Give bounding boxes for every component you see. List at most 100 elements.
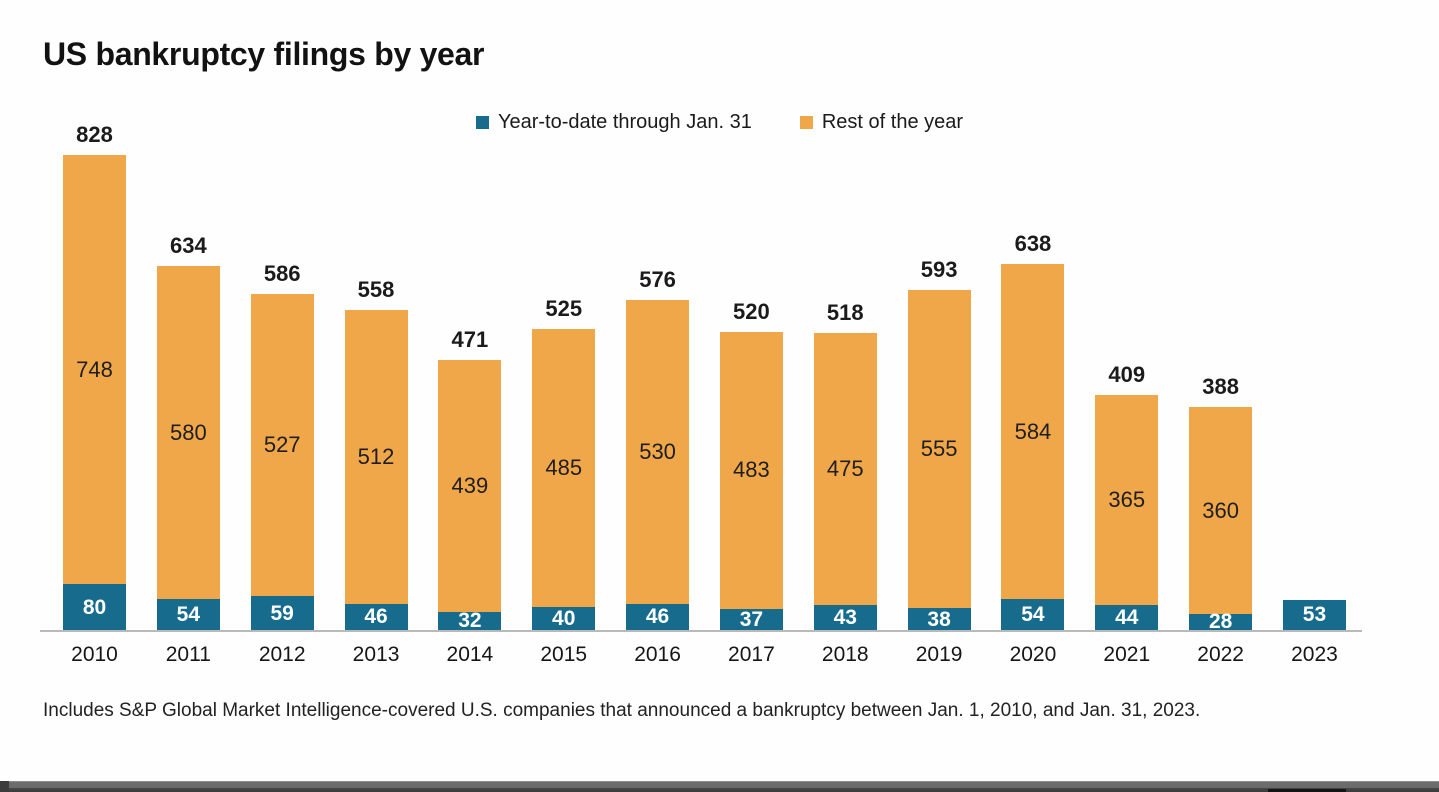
bar-2016-rest-label: 530 <box>639 438 676 464</box>
bar-2021: 409 365 44 2021 <box>1095 364 1159 665</box>
legend-item-rest: Rest of the year <box>799 111 963 134</box>
bar-2019-rest-segment: 555 <box>907 289 971 609</box>
x-tick-2019: 2019 <box>915 643 963 666</box>
bar-2017-rest-segment: 483 <box>719 331 783 609</box>
bar-2010-rest-label: 748 <box>76 356 113 382</box>
bar-2020-rest-segment: 584 <box>1001 264 1065 599</box>
bar-2014-rest-label: 439 <box>451 472 489 498</box>
x-tick-2012: 2012 <box>258 643 306 666</box>
bar-2018: 518 475 43 2018 <box>813 301 877 665</box>
bar-2012-rest-segment: 527 <box>250 293 314 597</box>
bar-2022: 388 360 28 2022 <box>1189 376 1253 665</box>
bar-2021-rest-label: 365 <box>1108 487 1146 513</box>
bar-2011-ytd-segment: 54 <box>156 599 220 630</box>
bar-2019: 593 555 38 2019 <box>907 258 971 665</box>
bar-2017-ytd-segment: 37 <box>719 607 783 631</box>
bar-2017-ytd-label: 37 <box>739 607 764 631</box>
bar-2016-rest-segment: 530 <box>626 299 690 604</box>
x-tick-2021: 2021 <box>1103 643 1151 666</box>
bar-2020: 638 584 54 2020 <box>1001 233 1065 665</box>
bar-2015-ytd-segment: 40 <box>532 607 596 631</box>
bar-2014-ytd-label: 32 <box>458 609 482 633</box>
bar-2018-rest-label: 475 <box>826 456 864 482</box>
bar-2014-rest-segment: 439 <box>438 359 502 612</box>
bar-2018-rest-segment: 475 <box>813 332 877 606</box>
bars-container: 828 748 80 2010 634 580 54 2011 586 527 59 2012 558 5… <box>63 124 1346 665</box>
bar-2017: 520 483 37 2017 <box>719 300 783 665</box>
x-tick-2022: 2022 <box>1197 643 1244 666</box>
bottom-bar-artifact <box>1268 789 1346 792</box>
bottom-bar-artifact <box>0 781 9 792</box>
bar-2022-ytd-label: 28 <box>1208 610 1233 634</box>
legend-item-ytd: Year-to-date through Jan. 31 <box>475 111 752 134</box>
x-tick-2014: 2014 <box>446 643 494 666</box>
x-tick-2010: 2010 <box>71 643 118 666</box>
bar-2020-total-label: 638 <box>1014 231 1052 256</box>
bar-2019-ytd-label: 38 <box>927 607 951 631</box>
bar-2013-rest-segment: 512 <box>344 309 408 604</box>
bar-2021-ytd-segment: 44 <box>1095 604 1159 630</box>
bar-2012-ytd-label: 59 <box>270 601 294 625</box>
x-tick-2020: 2020 <box>1009 643 1057 666</box>
legend-swatch-ytd-icon <box>475 116 489 129</box>
bar-2011-rest-segment: 580 <box>156 266 220 599</box>
bar-2013-ytd-segment: 46 <box>344 603 408 630</box>
bar-2022-ytd-segment: 28 <box>1189 610 1253 634</box>
bar-2013-total-label: 558 <box>357 276 395 302</box>
bar-2018-ytd-segment: 43 <box>813 605 877 630</box>
bar-2011: 634 580 54 2011 <box>156 235 220 665</box>
legend: Year-to-date through Jan. 31 Rest of the… <box>0 111 1439 134</box>
bar-2016-ytd-label: 46 <box>645 605 670 629</box>
bar-2011-total-label: 634 <box>169 233 207 259</box>
bar-2012-ytd-segment: 59 <box>250 596 314 630</box>
bar-2010-total-label: 828 <box>76 122 113 148</box>
bar-2015: 525 485 40 2015 <box>532 297 596 665</box>
bar-2010: 828 748 80 2010 <box>63 124 126 665</box>
bar-2019-rest-label: 555 <box>920 436 958 461</box>
bar-2015-rest-label: 485 <box>545 455 583 481</box>
bar-2016-ytd-segment: 46 <box>626 603 690 630</box>
bar-2016: 576 530 46 2016 <box>626 268 690 665</box>
bar-2013-rest-label: 512 <box>357 443 395 469</box>
chart-plot-area: 828 748 80 2010 634 580 54 2011 586 527 59 2012 558 5… <box>40 124 1362 665</box>
bar-2019-ytd-segment: 38 <box>907 607 971 631</box>
chart-title: US bankruptcy filings by year <box>43 36 485 72</box>
legend-swatch-rest-icon <box>799 116 813 129</box>
bar-2012-total-label: 586 <box>263 260 301 286</box>
x-tick-2023: 2023 <box>1291 643 1338 666</box>
x-tick-2018: 2018 <box>821 643 869 666</box>
footnote: Includes S&P Global Market Intelligence-… <box>43 700 1201 721</box>
bar-2022-rest-label: 360 <box>1202 497 1239 523</box>
bar-2015-rest-segment: 485 <box>532 328 596 608</box>
bar-2018-ytd-label: 43 <box>833 606 857 630</box>
x-tick-2011: 2011 <box>165 643 211 666</box>
bar-2020-ytd-label: 54 <box>1021 603 1045 626</box>
bar-2020-rest-label: 584 <box>1014 418 1052 444</box>
bar-2011-ytd-label: 54 <box>176 603 201 626</box>
x-tick-2013: 2013 <box>352 643 400 666</box>
bar-2010-ytd-segment: 80 <box>63 584 126 630</box>
bar-2020-ytd-segment: 54 <box>1001 599 1065 630</box>
bottom-bar <box>0 781 1439 792</box>
x-tick-2016: 2016 <box>634 643 681 666</box>
bar-2014: 471 439 32 2014 <box>438 328 502 665</box>
bar-2021-total-label: 409 <box>1108 362 1146 388</box>
bar-2023-ytd-label: 53 <box>1302 603 1327 627</box>
bar-2011-rest-label: 580 <box>169 419 207 445</box>
bar-2022-total-label: 388 <box>1202 374 1239 400</box>
bar-2017-rest-label: 483 <box>733 457 770 483</box>
bar-2016-total-label: 576 <box>639 266 676 292</box>
bar-2018-total-label: 518 <box>826 299 864 325</box>
bar-2014-total-label: 471 <box>451 326 489 352</box>
bar-2015-total-label: 525 <box>545 295 583 321</box>
x-tick-2017: 2017 <box>728 643 775 666</box>
bar-2017-total-label: 520 <box>733 298 770 324</box>
bar-2010-rest-segment: 748 <box>63 155 126 585</box>
bar-2022-rest-segment: 360 <box>1189 407 1253 614</box>
bar-2012: 586 527 59 2012 <box>250 262 314 665</box>
bar-2012-rest-label: 527 <box>263 432 301 458</box>
bar-2014-ytd-segment: 32 <box>438 609 502 633</box>
bar-2015-ytd-label: 40 <box>552 607 576 631</box>
bar-2013-ytd-label: 46 <box>364 605 388 629</box>
bar-2019-total-label: 593 <box>920 256 958 282</box>
